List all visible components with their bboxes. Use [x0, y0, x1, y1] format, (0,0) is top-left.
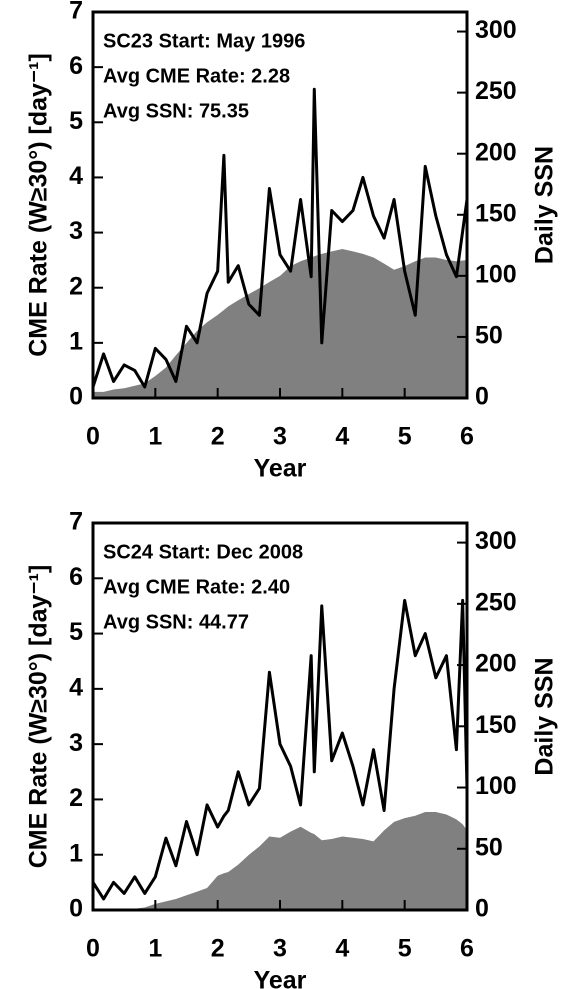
y2-tick-label: 50 [475, 833, 503, 861]
cme-rate-line [91, 598, 469, 901]
y2-tick-label: 100 [475, 260, 517, 288]
ssn-area [93, 812, 467, 910]
y2-tick-label: 100 [475, 772, 517, 800]
y-tick-label: 7 [69, 508, 83, 536]
y-axis-title: CME Rate (W≥30°) [day⁻¹] [25, 53, 53, 357]
y2-tick-label: 300 [475, 16, 517, 44]
y-tick-label: 2 [69, 784, 83, 812]
x-tick-label: 5 [398, 935, 412, 963]
y-tick-label: 3 [69, 217, 83, 245]
y-tick-label: 6 [69, 563, 83, 591]
y-tick-label: 4 [69, 162, 83, 190]
y2-tick-label: 200 [475, 650, 517, 678]
annotation: Avg SSN: 75.35 [103, 100, 249, 122]
y2-tick-label: 150 [475, 199, 517, 227]
y-tick-label: 1 [69, 327, 83, 355]
y-axis-title: CME Rate (W≥30°) [day⁻¹] [25, 565, 53, 869]
x-axis-title: Year [254, 455, 307, 483]
y2-tick-label: 0 [475, 383, 489, 411]
annotation: Avg CME Rate: 2.40 [103, 576, 290, 598]
y2-tick-label: 250 [475, 77, 517, 105]
x-tick-label: 4 [335, 935, 349, 963]
y2-tick-label: 50 [475, 322, 503, 350]
x-tick-label: 4 [335, 423, 349, 451]
x-axis-title: Year [254, 967, 307, 989]
annotation: Avg SSN: 44.77 [103, 611, 249, 633]
x-tick-label: 3 [273, 935, 287, 963]
cme-rate-line [91, 87, 469, 389]
y2-tick-label: 150 [475, 711, 517, 739]
y-tick-label: 6 [69, 52, 83, 80]
y2-axis-title: Daily SSN [531, 657, 559, 775]
y-tick-label: 2 [69, 272, 83, 300]
y-tick-label: 0 [69, 895, 83, 923]
y-tick-label: 1 [69, 839, 83, 867]
annotation: Avg CME Rate: 2.28 [103, 65, 290, 87]
x-tick-label: 2 [211, 423, 225, 451]
y2-axis-title: Daily SSN [531, 146, 559, 264]
y-tick-label: 0 [69, 383, 83, 411]
y2-tick-label: 250 [475, 588, 517, 616]
x-tick-label: 2 [211, 935, 225, 963]
x-tick-label: 3 [273, 423, 287, 451]
ssn-area [93, 248, 467, 398]
x-tick-label: 0 [86, 935, 100, 963]
x-tick-label: 6 [460, 423, 474, 451]
annotation: SC24 Start: Dec 2008 [103, 541, 303, 563]
y2-tick-label: 300 [475, 527, 517, 555]
y-tick-label: 7 [69, 0, 83, 25]
y2-tick-label: 200 [475, 138, 517, 166]
annotation: SC23 Start: May 1996 [103, 30, 305, 52]
x-tick-label: 1 [148, 935, 162, 963]
x-tick-label: 5 [398, 423, 412, 451]
x-tick-label: 1 [148, 423, 162, 451]
y2-tick-label: 0 [475, 895, 489, 923]
x-tick-label: 0 [86, 423, 100, 451]
x-tick-label: 6 [460, 935, 474, 963]
y-tick-label: 3 [69, 729, 83, 757]
y-tick-label: 5 [69, 107, 83, 135]
y-tick-label: 4 [69, 673, 83, 701]
y-tick-label: 5 [69, 618, 83, 646]
